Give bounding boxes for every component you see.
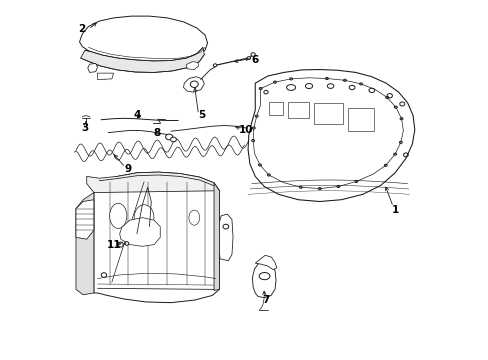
Text: 11: 11 — [106, 239, 121, 249]
Ellipse shape — [101, 273, 106, 277]
Ellipse shape — [125, 242, 128, 245]
Ellipse shape — [250, 53, 255, 56]
Polygon shape — [88, 63, 97, 72]
Polygon shape — [253, 78, 403, 189]
Ellipse shape — [213, 64, 217, 67]
Polygon shape — [247, 69, 414, 202]
Polygon shape — [214, 183, 219, 291]
Ellipse shape — [246, 57, 250, 59]
Polygon shape — [287, 102, 308, 118]
Polygon shape — [219, 214, 233, 261]
Polygon shape — [314, 103, 343, 125]
Polygon shape — [268, 102, 283, 116]
Text: 8: 8 — [153, 129, 160, 138]
Polygon shape — [76, 193, 94, 295]
Ellipse shape — [165, 134, 172, 140]
Polygon shape — [94, 172, 219, 303]
Polygon shape — [186, 62, 198, 69]
Text: 9: 9 — [124, 164, 131, 174]
Polygon shape — [76, 200, 94, 239]
Ellipse shape — [118, 242, 123, 247]
Ellipse shape — [188, 210, 199, 225]
Polygon shape — [255, 255, 276, 270]
Polygon shape — [252, 262, 276, 298]
Text: 3: 3 — [81, 123, 88, 133]
Polygon shape — [80, 16, 207, 65]
Text: 7: 7 — [262, 295, 269, 305]
Polygon shape — [81, 47, 204, 72]
Polygon shape — [86, 172, 219, 193]
Text: 6: 6 — [251, 55, 258, 65]
Ellipse shape — [259, 273, 269, 280]
Polygon shape — [120, 218, 160, 246]
Text: 5: 5 — [198, 111, 204, 121]
Text: 2: 2 — [78, 24, 85, 35]
Ellipse shape — [109, 203, 126, 228]
Polygon shape — [348, 108, 373, 131]
Ellipse shape — [170, 137, 176, 142]
Polygon shape — [183, 77, 204, 92]
Text: 1: 1 — [391, 206, 398, 216]
Ellipse shape — [134, 205, 154, 230]
Polygon shape — [97, 73, 113, 80]
Text: 10: 10 — [239, 125, 253, 135]
Text: 4: 4 — [133, 111, 141, 121]
